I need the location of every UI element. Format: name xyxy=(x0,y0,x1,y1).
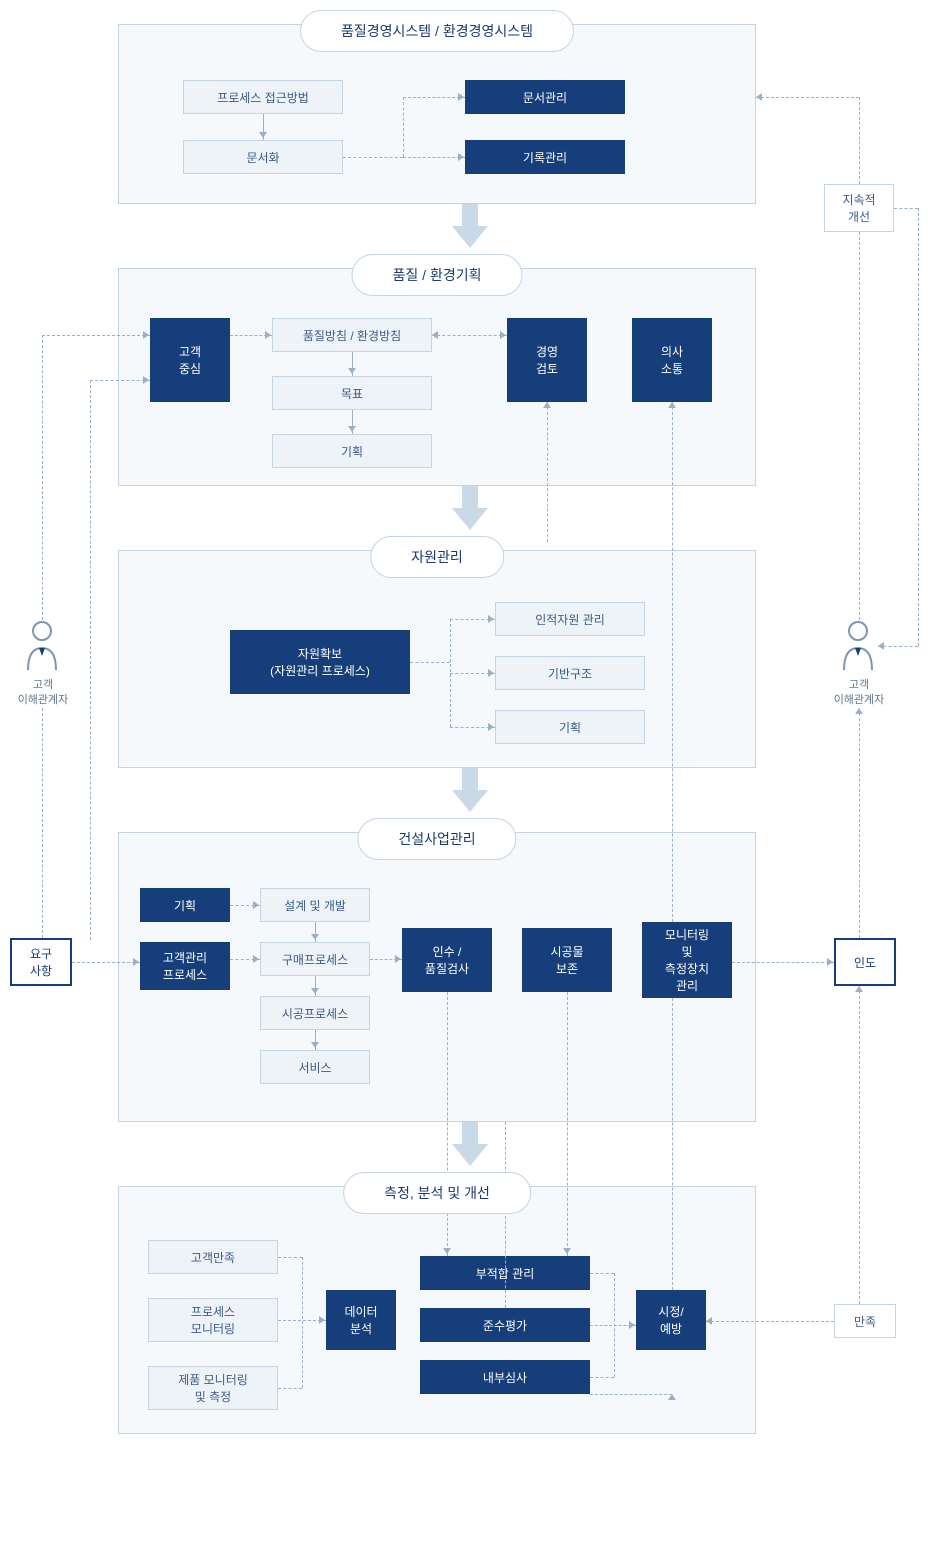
title-s5: 측정, 분석 및 개선 xyxy=(343,1172,531,1214)
box-review: 경영 검토 xyxy=(507,318,587,402)
box-inspect: 인수 / 품질검사 xyxy=(402,928,492,992)
label-customer-right: 고객 이해관계자 xyxy=(828,678,890,709)
title-s1: 품질경영시스템 / 환경경영시스템 xyxy=(300,10,574,52)
box-service: 서비스 xyxy=(260,1050,370,1084)
box-prod: 제품 모니터링 및 측정 xyxy=(148,1366,278,1410)
box-deliver: 인도 xyxy=(834,938,896,986)
title-s3: 자원관리 xyxy=(370,536,504,578)
box-monitor: 모니터링 및 측정장치 관리 xyxy=(642,922,732,998)
box-plan2: 기획 xyxy=(272,434,432,468)
section-resource xyxy=(118,550,756,768)
box-hr: 인적자원 관리 xyxy=(495,602,645,636)
title-s2: 품질 / 환경기획 xyxy=(352,254,523,296)
label-customer-left: 고객 이해관계자 xyxy=(12,678,74,709)
box-crm: 고객관리 프로세스 xyxy=(140,942,230,990)
box-infra: 기반구조 xyxy=(495,656,645,690)
box-construct: 시공프로세스 xyxy=(260,996,370,1030)
box-improve: 지속적 개선 xyxy=(824,184,894,232)
box-comp: 준수평가 xyxy=(420,1308,590,1342)
box-comm: 의사 소통 xyxy=(632,318,712,402)
box-corr: 시정/ 예방 xyxy=(636,1290,706,1350)
box-pm: 프로세스 모니터링 xyxy=(148,1298,278,1342)
box-audit: 내부심사 xyxy=(420,1360,590,1394)
box-preserve: 시공물 보존 xyxy=(522,928,612,992)
person-icon-right xyxy=(838,620,878,672)
box-data: 데이터 분석 xyxy=(326,1290,396,1350)
box-policy: 품질방침 / 환경방침 xyxy=(272,318,432,352)
box-plan4: 기획 xyxy=(140,888,230,922)
box-design: 설계 및 개발 xyxy=(260,888,370,922)
box-req: 요구 사항 xyxy=(10,938,72,986)
arrow-s1-s2 xyxy=(450,204,490,248)
box-process: 프로세스 접근방법 xyxy=(183,80,343,114)
box-plan3: 기획 xyxy=(495,710,645,744)
box-secure: 자원확보 (자원관리 프로세스) xyxy=(230,630,410,694)
arrow-s2-s3 xyxy=(450,486,490,530)
box-purchase: 구매프로세스 xyxy=(260,942,370,976)
arrow-s4-s5 xyxy=(450,1122,490,1166)
person-icon-left xyxy=(22,620,62,672)
title-s4: 건설사업관리 xyxy=(357,818,516,860)
box-recmgmt: 기록관리 xyxy=(465,140,625,174)
arrow-s3-s4 xyxy=(450,768,490,812)
box-doc: 문서화 xyxy=(183,140,343,174)
box-cs: 고객만족 xyxy=(148,1240,278,1274)
box-customer: 고객 중심 xyxy=(150,318,230,402)
box-satisfy: 만족 xyxy=(834,1304,896,1338)
box-docmgmt: 문서관리 xyxy=(465,80,625,114)
box-goal: 목표 xyxy=(272,376,432,410)
